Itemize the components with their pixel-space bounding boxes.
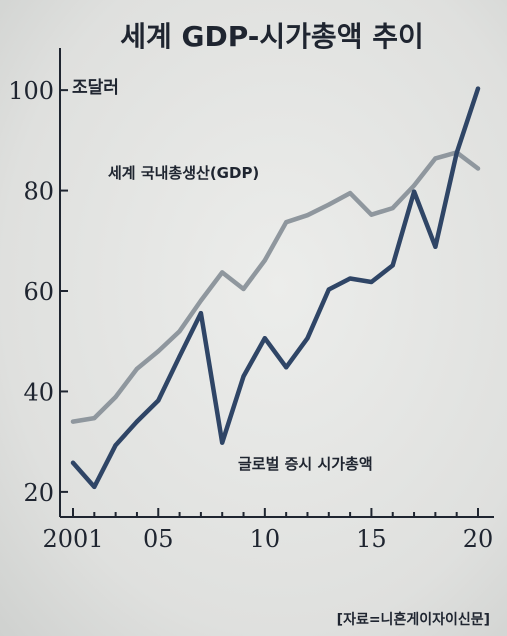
- data-point-gdp: [92, 416, 97, 421]
- data-point-market-cap: [326, 287, 331, 292]
- data-point-gdp: [433, 156, 438, 161]
- y-axis: 20 40 60 80 100: [8, 48, 68, 517]
- data-point-market-cap: [71, 460, 75, 465]
- y-tick-label: 20: [23, 479, 54, 507]
- data-point-market-cap: [177, 354, 182, 359]
- data-point-market-cap: [390, 263, 395, 268]
- x-tick-label: 10: [250, 525, 281, 553]
- data-point-market-cap: [476, 86, 480, 91]
- data-point-gdp: [177, 329, 182, 334]
- chart-title: 세계 GDP-시가총액 추이: [120, 20, 423, 53]
- data-point-gdp: [326, 202, 331, 207]
- y-tick-label: 100: [8, 77, 54, 105]
- data-point-market-cap: [433, 244, 438, 249]
- x-tick-label: 15: [356, 525, 387, 553]
- x-tick-label: 2001: [42, 525, 103, 553]
- data-point-gdp: [412, 183, 417, 188]
- data-point-market-cap: [454, 150, 459, 155]
- data-point-gdp: [241, 287, 246, 292]
- data-point-gdp: [305, 213, 310, 218]
- x-tick-label: 20: [463, 525, 494, 553]
- data-point-gdp: [113, 394, 118, 399]
- source-note: [자료=니혼게이자이신문]: [337, 611, 490, 628]
- data-point-market-cap: [412, 189, 417, 194]
- data-point-gdp: [284, 220, 289, 225]
- data-point-gdp: [156, 349, 161, 354]
- data-point-gdp: [348, 191, 353, 196]
- data-point-market-cap: [369, 279, 374, 284]
- data-point-market-cap: [198, 311, 203, 316]
- data-point-market-cap: [92, 484, 97, 489]
- unit-label: 조달러: [72, 77, 119, 98]
- data-point-market-cap: [262, 336, 267, 341]
- data-point-gdp: [220, 270, 225, 275]
- series-line-market-cap: [70, 86, 481, 490]
- data-point-gdp: [262, 258, 267, 263]
- data-point-gdp: [369, 212, 374, 217]
- y-tick-label: 60: [23, 278, 54, 306]
- series-line-gdp: [70, 150, 481, 424]
- data-point-gdp: [71, 419, 75, 424]
- data-point-gdp: [198, 298, 203, 303]
- y-tick-label: 40: [23, 378, 54, 406]
- series-label-gdp: 세계 국내총생산(GDP): [108, 164, 259, 182]
- data-point-market-cap: [241, 374, 246, 379]
- data-point-market-cap: [348, 276, 353, 281]
- data-point-gdp: [134, 366, 139, 371]
- x-axis: 2001 05 10 15 20: [42, 508, 494, 553]
- x-tick-label: 05: [143, 525, 174, 553]
- series-label-market-cap: 글로벌 증시 시가총액: [238, 455, 373, 473]
- data-point-market-cap: [305, 336, 310, 341]
- data-point-market-cap: [134, 419, 139, 424]
- data-point-market-cap: [284, 365, 289, 370]
- y-tick-label: 80: [23, 178, 54, 206]
- data-point-market-cap: [156, 398, 161, 403]
- data-point-gdp: [390, 206, 395, 211]
- data-point-gdp: [476, 166, 480, 171]
- data-point-market-cap: [113, 443, 118, 448]
- series-lines: [70, 86, 481, 490]
- data-point-market-cap: [220, 440, 225, 445]
